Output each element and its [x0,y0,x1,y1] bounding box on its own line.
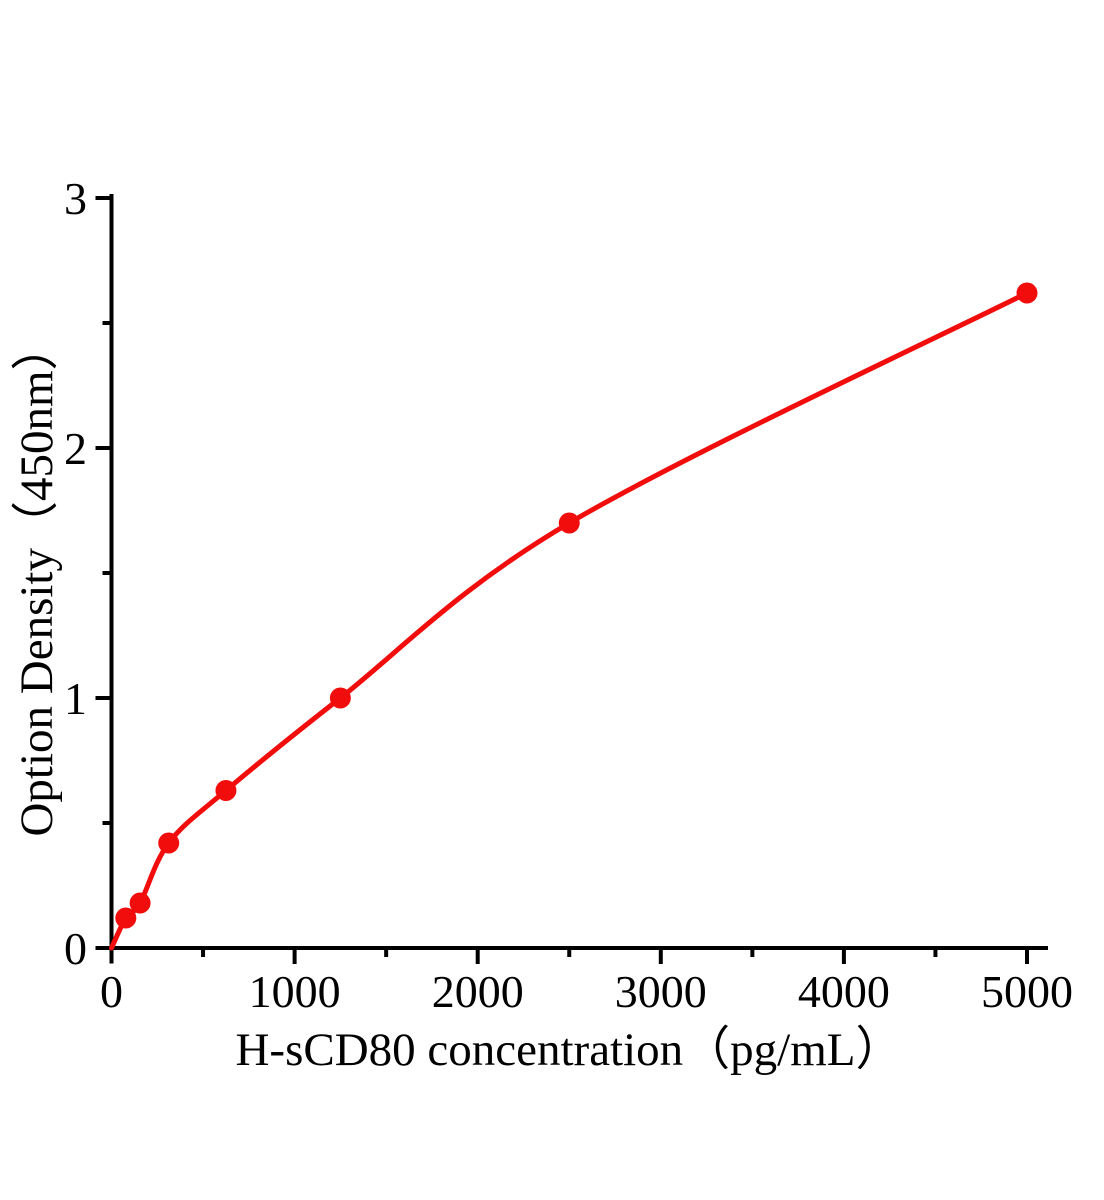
data-point [1016,282,1038,304]
y-tick-label: 0 [64,923,87,974]
x-tick-label: 4000 [798,966,890,1017]
fitted-curve [109,290,1030,951]
x-tick-label: 5000 [981,966,1073,1017]
data-point [215,780,237,801]
x-tick-label: 2000 [432,966,524,1017]
data-point [158,832,180,854]
data-series [109,282,1038,951]
y-axis-title: Option Density（450nm） [11,323,63,836]
y-tick-label: 2 [64,423,87,474]
data-point [115,907,137,929]
data-point [329,687,351,709]
data-point [558,512,580,534]
axes: 0 1000 2000 3000 4000 5000 0 1 2 3 [64,173,1073,1017]
x-tick-label: 3000 [615,966,707,1017]
y-tick-label: 1 [64,673,87,724]
x-tick-label: 0 [100,966,123,1017]
x-axis-title: H-sCD80 concentration（pg/mL） [235,1024,902,1076]
x-tick-label: 1000 [249,966,341,1017]
data-point [129,892,151,914]
y-tick-label: 3 [64,173,87,224]
